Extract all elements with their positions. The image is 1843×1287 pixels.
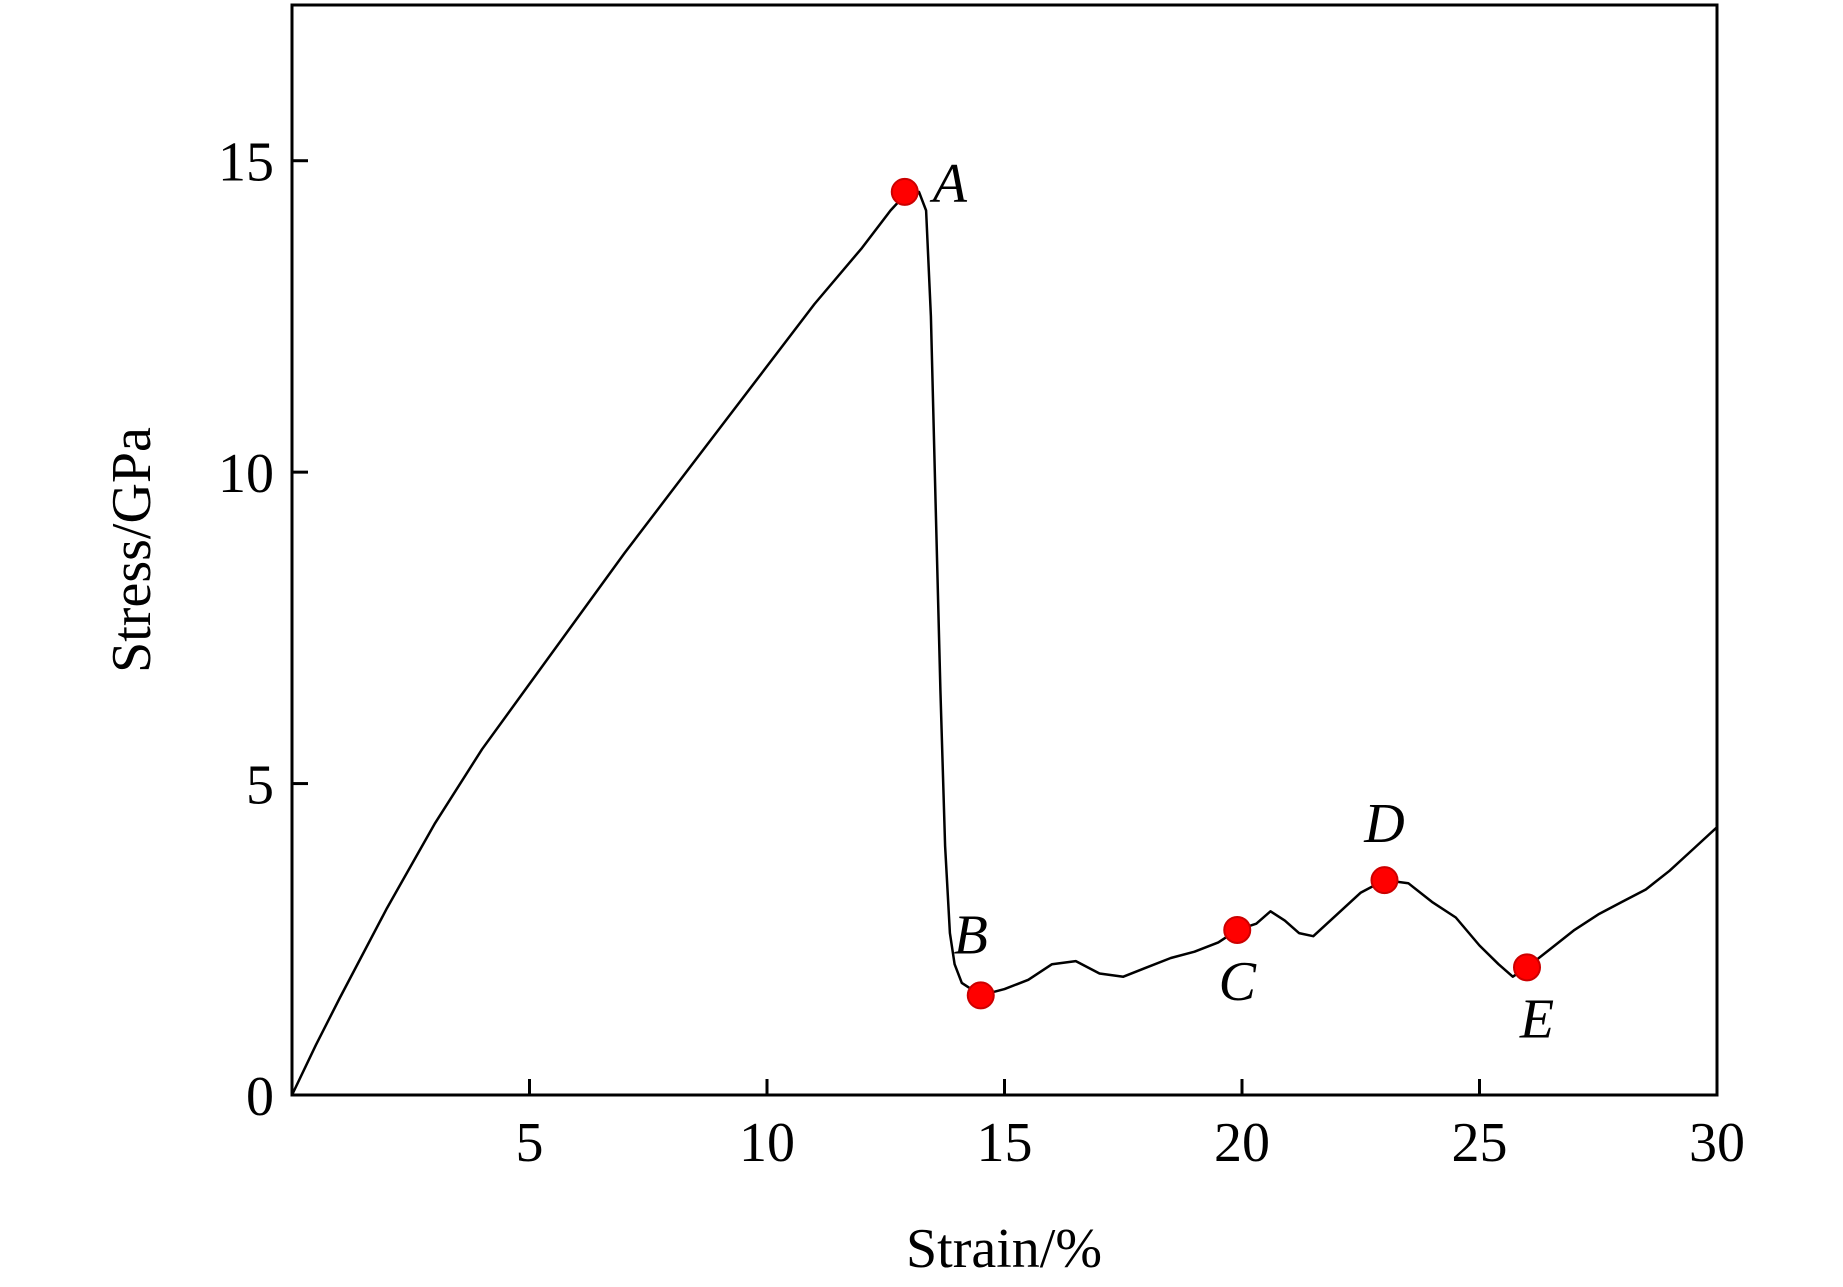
y-axis-title: Stress/GPa [101, 427, 163, 673]
x-axis-ticks: 5 10 15 20 25 30 [516, 1079, 1745, 1174]
marker-point-b [966, 981, 995, 1010]
marker-label-d: D [1363, 793, 1404, 855]
y-tick-label: 0 [246, 1066, 274, 1128]
y-axis-ticks: 0 5 10 15 [218, 132, 308, 1128]
plot-layer: A B C D E [290, 153, 1718, 1096]
marker-point-d [1370, 866, 1399, 895]
x-tick-label: 5 [516, 1112, 544, 1174]
x-tick-label: 20 [1214, 1112, 1270, 1174]
plot-frame [290, 3, 1719, 1097]
marker-point-e [1513, 953, 1541, 982]
y-tick-label: 5 [246, 755, 274, 817]
y-tick-label: 10 [218, 443, 274, 505]
x-tick-label: 10 [739, 1112, 795, 1174]
marker-label-b: B [954, 904, 988, 966]
marker-point-c [1223, 915, 1252, 944]
x-tick-label: 30 [1689, 1112, 1745, 1174]
x-tick-label: 25 [1452, 1112, 1508, 1174]
marker-label-a: A [929, 153, 968, 215]
x-axis-title: Strain/% [906, 1218, 1102, 1280]
x-tick-label: 15 [977, 1112, 1033, 1174]
stress-strain-curve [290, 190, 1718, 1096]
y-tick-label: 15 [218, 132, 274, 194]
marker-point-a [890, 177, 919, 206]
marker-label-c: C [1219, 951, 1257, 1013]
marker-label-e: E [1519, 988, 1554, 1050]
